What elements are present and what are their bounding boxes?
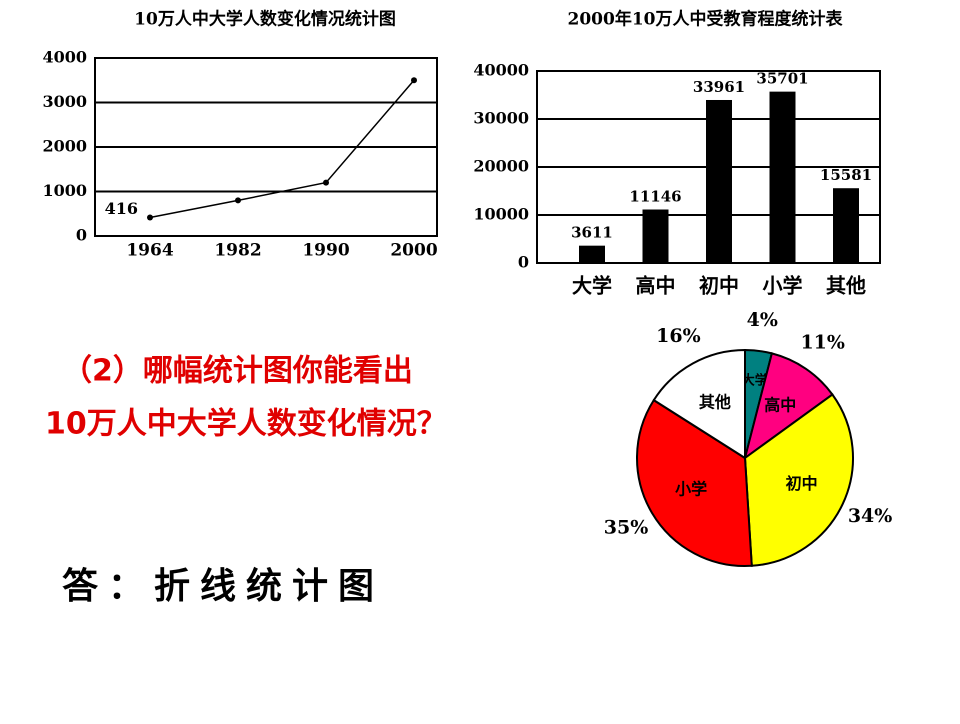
point (411, 77, 417, 84)
x-tick-label: 高中 (636, 274, 676, 298)
data-label: 35701 (756, 70, 808, 88)
bar (769, 91, 796, 264)
answer: 答：折线统计图 (62, 566, 384, 607)
bar (642, 209, 669, 263)
pie-slice (743, 393, 854, 567)
percent-label: 16% (656, 325, 701, 347)
slice-label: 小学 (675, 479, 707, 498)
slice-label: 其他 (699, 393, 731, 412)
question-line: 10万人中大学人数变化情况？ (45, 407, 447, 442)
y-tick-label: 40000 (473, 61, 529, 80)
y-tick-label: 20000 (473, 157, 529, 176)
percent-label: 11% (800, 332, 845, 354)
x-tick-label: 1982 (214, 241, 261, 261)
y-tick-label: 1000 (42, 181, 87, 200)
percent-label: 34% (848, 505, 893, 527)
y-tick-label: 3000 (42, 92, 87, 111)
slice-label: 初中 (786, 474, 818, 493)
data-label: 416 (105, 199, 138, 218)
y-tick-label: 0 (76, 226, 87, 245)
slice-label: 高中 (764, 396, 796, 415)
pie-slice (636, 398, 753, 567)
percent-label: 35% (604, 516, 649, 538)
x-tick-label: 其他 (826, 274, 866, 298)
bar (706, 99, 732, 263)
x-tick-label: 2000 (390, 241, 437, 261)
y-tick-label: 4000 (42, 48, 87, 67)
bar (833, 188, 859, 263)
percent-label: 4% (747, 309, 778, 331)
point (235, 197, 241, 204)
data-label: 3611 (571, 224, 613, 242)
y-tick-label: 0 (518, 253, 529, 272)
line (149, 79, 415, 219)
y-tick-label: 30000 (473, 109, 529, 128)
pie-slice (743, 352, 834, 461)
slice-label: 大学 (742, 372, 768, 388)
data-label: 33961 (693, 78, 745, 96)
question-line: （2）哪幅统计图你能看出 (62, 354, 413, 389)
data-label: 15581 (820, 166, 872, 184)
chart-title: 10万人中大学人数变化情况统计图 (134, 9, 396, 30)
data-label: 11146 (629, 187, 681, 205)
bar (579, 245, 605, 263)
x-tick-label: 小学 (763, 274, 803, 298)
point (323, 179, 329, 186)
x-tick-label: 1964 (126, 241, 173, 261)
x-tick-label: 1990 (302, 241, 349, 261)
point (147, 214, 153, 221)
x-tick-label: 大学 (572, 274, 612, 298)
y-tick-label: 2000 (42, 137, 87, 156)
x-tick-label: 初中 (699, 274, 739, 298)
pie-slice (652, 348, 746, 460)
chart-title: 2000年10万人中受教育程度统计表 (568, 9, 844, 30)
y-tick-label: 10000 (473, 205, 529, 224)
